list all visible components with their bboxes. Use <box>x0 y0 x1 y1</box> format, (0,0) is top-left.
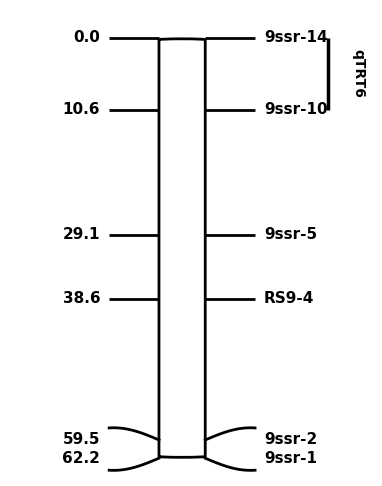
Text: 9ssr-14: 9ssr-14 <box>264 31 328 46</box>
FancyBboxPatch shape <box>159 39 205 457</box>
Text: qTRT6: qTRT6 <box>351 49 365 98</box>
Text: 9ssr-5: 9ssr-5 <box>264 227 317 242</box>
Text: 38.6: 38.6 <box>63 291 100 306</box>
Text: 0.0: 0.0 <box>73 31 100 46</box>
Text: 59.5: 59.5 <box>63 433 100 448</box>
Text: 9ssr-1: 9ssr-1 <box>264 451 317 466</box>
Text: 29.1: 29.1 <box>63 227 100 242</box>
Text: RS9-4: RS9-4 <box>264 291 314 306</box>
Text: 9ssr-10: 9ssr-10 <box>264 102 328 117</box>
Text: 9ssr-2: 9ssr-2 <box>264 433 317 448</box>
Text: 10.6: 10.6 <box>63 102 100 117</box>
Text: 62.2: 62.2 <box>62 451 100 466</box>
